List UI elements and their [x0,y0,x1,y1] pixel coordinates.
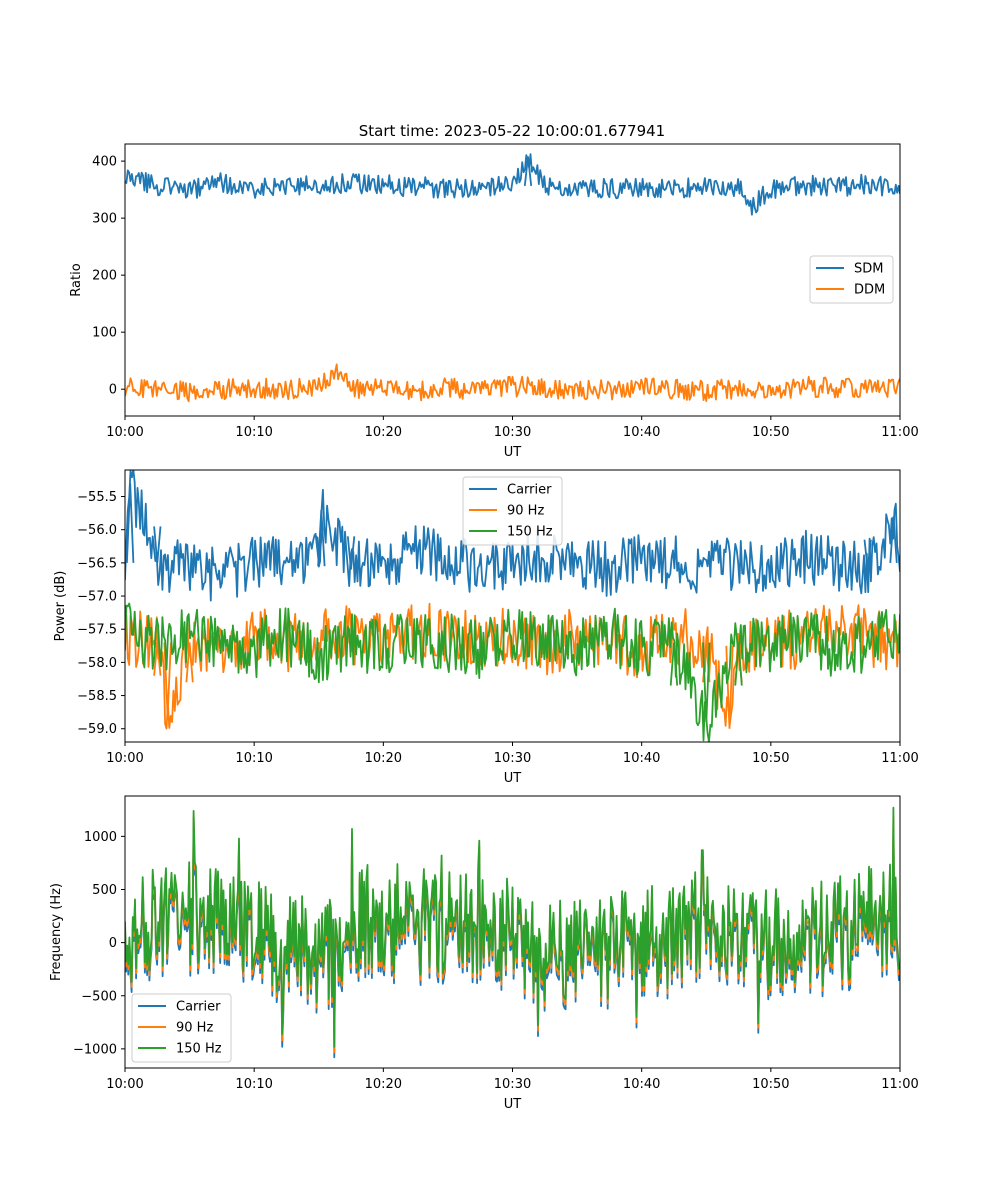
x-tick-label: 10:20 [365,425,402,440]
series-group [125,153,900,403]
x-tick-label: 10:40 [623,1077,660,1092]
series-spike-carrier [889,516,898,563]
x-tick-label: 10:30 [494,1077,531,1092]
y-tick-label: 500 [92,883,117,898]
series-spike-90-hz [185,642,194,683]
x-tick-label: 10:00 [106,751,143,766]
y-tick-label: −58.5 [77,689,117,704]
x-axis-label: UT [504,1097,522,1112]
x-axis-label: UT [504,771,522,786]
y-tick-label: 300 [92,212,117,227]
legend-label: Carrier [176,1000,221,1015]
series-line-150-hz [125,806,900,1048]
x-tick-label: 11:00 [881,1077,918,1092]
panels: 10:00 10:10 10:20 10:30 10:40 10:50 11:00 0 100 2… [49,143,919,1112]
y-tick-label: 400 [92,155,117,170]
legend-label: Carrier [507,483,552,498]
x-tick-label: 10:10 [235,1077,272,1092]
legend-label: SDM [854,262,883,277]
series-line-150-hz [125,602,900,742]
x-tick-label: 10:30 [494,751,531,766]
y-tick-label: 200 [92,269,117,284]
x-tick-label: 10:30 [494,425,531,440]
x-tick-label: 10:00 [106,1077,143,1092]
chart-panel-2: 10:00 10:10 10:20 10:30 10:40 10:50 11:00 −55.5… [53,469,919,786]
figure-title: Start time: 2023-05-22 10:00:01.677941 [359,122,665,140]
y-tick-label: 0 [109,936,117,951]
legend-label: 150 Hz [176,1042,222,1057]
y-tick-label: 0 [109,383,117,398]
legend: Carrier 90 Hz 150 Hz [462,476,563,546]
y-tick-label: −56.5 [77,556,117,571]
series-spike-90-hz [725,645,734,729]
x-tick-label: 10:40 [623,751,660,766]
x-tick-label: 10:00 [106,425,143,440]
x-tick-label: 10:50 [752,751,789,766]
x-tick-label: 10:40 [623,425,660,440]
y-tick-label: −1000 [73,1042,117,1057]
series-line-sdm [125,153,900,216]
y-axis-label: Ratio [69,263,84,296]
y-tick-label: 1000 [84,830,117,845]
series-spike-150-hz [669,642,679,686]
series-spike-carrier [863,539,872,570]
series-group [125,470,900,742]
y-tick-label: −57.0 [77,590,117,605]
x-tick-label: 11:00 [881,425,918,440]
series-spike-carrier [126,483,135,563]
series-spike-150-hz [734,642,743,686]
chart-panel-1: 10:00 10:10 10:20 10:30 10:40 10:50 11:00 0 100 2… [69,143,919,460]
y-tick-label: 100 [92,326,117,341]
y-tick-label: −58.0 [77,656,117,671]
series-spike-sdm [523,156,533,186]
series-spike-90-hz [163,642,172,716]
y-axis-label: Power (dB) [53,571,68,642]
chart-panel-3: 10:00 10:10 10:20 10:30 10:40 10:50 11:00 1000 5… [49,795,919,1112]
x-tick-label: 10:50 [752,1077,789,1092]
legend-box [131,993,232,1063]
x-tick-label: 10:10 [235,751,272,766]
legend-box [462,476,563,546]
x-axis-label: UT [504,445,522,460]
series-spike-90-hz [153,642,162,676]
legend-label: 90 Hz [507,504,544,519]
legend: Carrier 90 Hz 150 Hz [131,993,232,1063]
x-tick-label: 11:00 [881,751,918,766]
x-tick-label: 10:20 [365,751,402,766]
x-tick-label: 10:50 [752,425,789,440]
series-spike-carrier [346,536,356,570]
legend-label: 90 Hz [176,1021,213,1036]
series-spike-carrier [153,526,162,563]
legend: SDM DDM [809,255,894,304]
y-tick-label: −500 [81,989,117,1004]
x-tick-label: 10:20 [365,1077,402,1092]
series-spike-150-hz [702,642,711,723]
legend-label: DDM [854,283,885,298]
x-tick-label: 10:10 [235,425,272,440]
series-spike-carrier [317,509,326,567]
y-axis-label: Frequency (Hz) [49,883,64,981]
series-group [125,806,900,1059]
y-tick-label: −59.0 [77,722,117,737]
y-tick-label: −55.5 [77,490,117,505]
legend-label: 150 Hz [507,525,553,540]
series-line-ddm [125,363,900,403]
y-tick-label: −56.0 [77,523,117,538]
y-tick-label: −57.5 [77,623,117,638]
